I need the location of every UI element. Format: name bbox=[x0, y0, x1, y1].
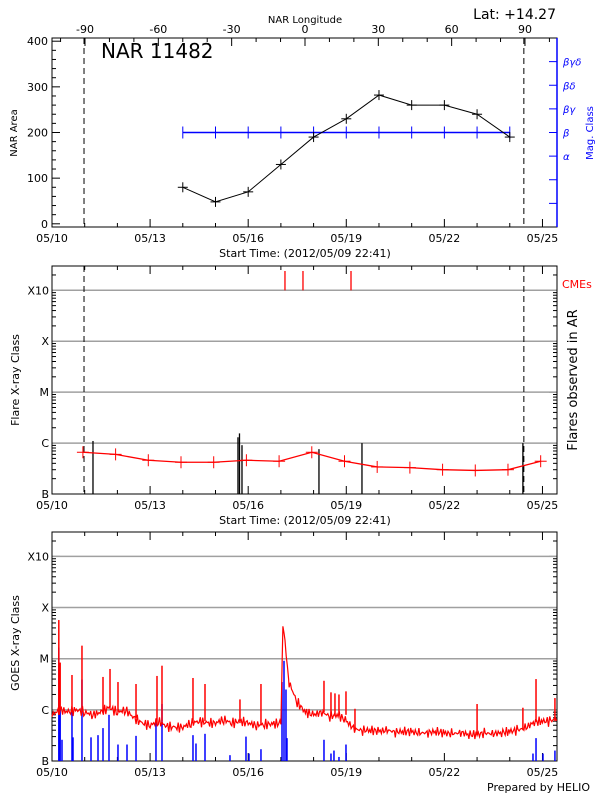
panel1-y2label: Mag. Class bbox=[585, 106, 596, 160]
y-tick-label: M bbox=[40, 653, 50, 666]
y-tick-label: B bbox=[41, 755, 49, 768]
nar-area-point bbox=[210, 196, 221, 207]
y-tick-label: X10 bbox=[27, 284, 49, 297]
panel1-xlabel: Start Time: (2012/05/09 22:41) bbox=[219, 247, 391, 260]
panel2-xlabel: Start Time: (2012/05/09 22:41) bbox=[219, 514, 391, 527]
panel2-frame bbox=[51, 265, 558, 495]
goes-long-line bbox=[51, 626, 558, 740]
nar-area-point bbox=[406, 100, 417, 111]
nar-area-point bbox=[308, 132, 319, 143]
y-tick-label: 100 bbox=[27, 172, 48, 185]
longitude-tick-label: -30 bbox=[223, 23, 241, 36]
x-tick-label: 05/13 bbox=[134, 232, 166, 245]
flare-background-point bbox=[109, 448, 122, 461]
flare-background-point bbox=[174, 456, 187, 469]
mag-class-tick-label: βγ bbox=[562, 105, 576, 116]
longitude-tick-label: 30 bbox=[371, 23, 385, 36]
y-tick-label: C bbox=[41, 704, 49, 717]
nar-area-point bbox=[177, 182, 188, 193]
longitude-tick-label: 0 bbox=[301, 23, 308, 36]
x-tick-label: 05/19 bbox=[330, 232, 362, 245]
x-tick-label: 05/13 bbox=[134, 499, 166, 512]
nar-area-point bbox=[243, 186, 254, 197]
flare-background-point bbox=[240, 454, 253, 467]
x-tick-label: 05/16 bbox=[232, 766, 264, 779]
x-tick-label: 05/22 bbox=[429, 232, 461, 245]
y-tick-label: 300 bbox=[27, 81, 48, 94]
x-tick-label: 05/25 bbox=[527, 232, 559, 245]
nar-area-point bbox=[275, 159, 286, 170]
x-tick-label: 05/19 bbox=[330, 499, 362, 512]
flare-background-point bbox=[501, 463, 514, 476]
longitude-tick-label: 60 bbox=[445, 23, 459, 36]
longitude-tick-label: 90 bbox=[518, 23, 532, 36]
y-tick-label: 200 bbox=[27, 127, 48, 140]
longitude-tick-label: -90 bbox=[76, 23, 94, 36]
panel1-ylabel: NAR Area bbox=[9, 109, 20, 156]
y-tick-label: X bbox=[41, 602, 49, 615]
flare-background-point bbox=[76, 446, 89, 459]
y-tick-label: 400 bbox=[27, 35, 48, 48]
x-tick-label: 05/25 bbox=[527, 499, 559, 512]
x-tick-label: 05/22 bbox=[429, 766, 461, 779]
flare-background-point bbox=[371, 460, 384, 473]
nar-area-point bbox=[504, 132, 515, 143]
x-tick-label: 05/22 bbox=[429, 499, 461, 512]
y-tick-label: X10 bbox=[27, 550, 49, 563]
x-tick-label: 05/19 bbox=[330, 766, 362, 779]
panel3-frame bbox=[51, 531, 558, 762]
panel3-ylabel: GOES X-ray Class bbox=[9, 595, 22, 691]
cme-label: CMEs bbox=[562, 278, 592, 291]
footer-credit: Prepared by HELIO bbox=[487, 781, 590, 794]
panel2-y2label: Flares observed in AR bbox=[566, 309, 581, 450]
nar-area-point bbox=[472, 109, 483, 120]
y-tick-label: C bbox=[41, 437, 49, 450]
nar-area-point bbox=[341, 113, 352, 124]
x-tick-label: 05/25 bbox=[527, 766, 559, 779]
y-tick-label: 0 bbox=[41, 218, 48, 231]
panel2-ylabel: Flare X-ray Class bbox=[9, 334, 22, 426]
x-tick-label: 05/10 bbox=[36, 232, 68, 245]
nar-area-point bbox=[373, 90, 384, 101]
mag-class-tick-label: α bbox=[563, 152, 570, 163]
latitude-annotation: Lat: +14.27 bbox=[473, 7, 556, 23]
x-tick-label: 05/16 bbox=[232, 499, 264, 512]
flare-background-point bbox=[305, 446, 318, 459]
flare-background-point bbox=[273, 455, 286, 468]
mag-class-tick-label: βγδ bbox=[562, 58, 581, 69]
flare-background-point bbox=[142, 454, 155, 467]
y-tick-label: M bbox=[40, 386, 50, 399]
top-axis-label: NAR Longitude bbox=[268, 15, 342, 26]
flare-background-point bbox=[469, 464, 482, 477]
x-tick-label: 05/16 bbox=[232, 232, 264, 245]
flare-background-point bbox=[436, 463, 449, 476]
flare-background-point bbox=[403, 461, 416, 474]
mag-class-tick-label: βδ bbox=[562, 81, 576, 92]
x-tick-label: 05/13 bbox=[134, 766, 166, 779]
y-tick-label: X bbox=[41, 335, 49, 348]
y-tick-label: B bbox=[41, 488, 49, 501]
mag-class-tick-label: β bbox=[562, 129, 570, 140]
panel1-title: NAR 11482 bbox=[101, 39, 214, 63]
nar-area-line bbox=[182, 94, 511, 203]
flare-background-point bbox=[338, 455, 351, 468]
x-tick-label: 05/10 bbox=[36, 766, 68, 779]
x-tick-label: 05/10 bbox=[36, 499, 68, 512]
longitude-tick-label: -60 bbox=[149, 23, 167, 36]
flare-background-point bbox=[534, 455, 547, 468]
flare-background-point bbox=[207, 456, 220, 469]
nar-area-point bbox=[439, 100, 450, 111]
